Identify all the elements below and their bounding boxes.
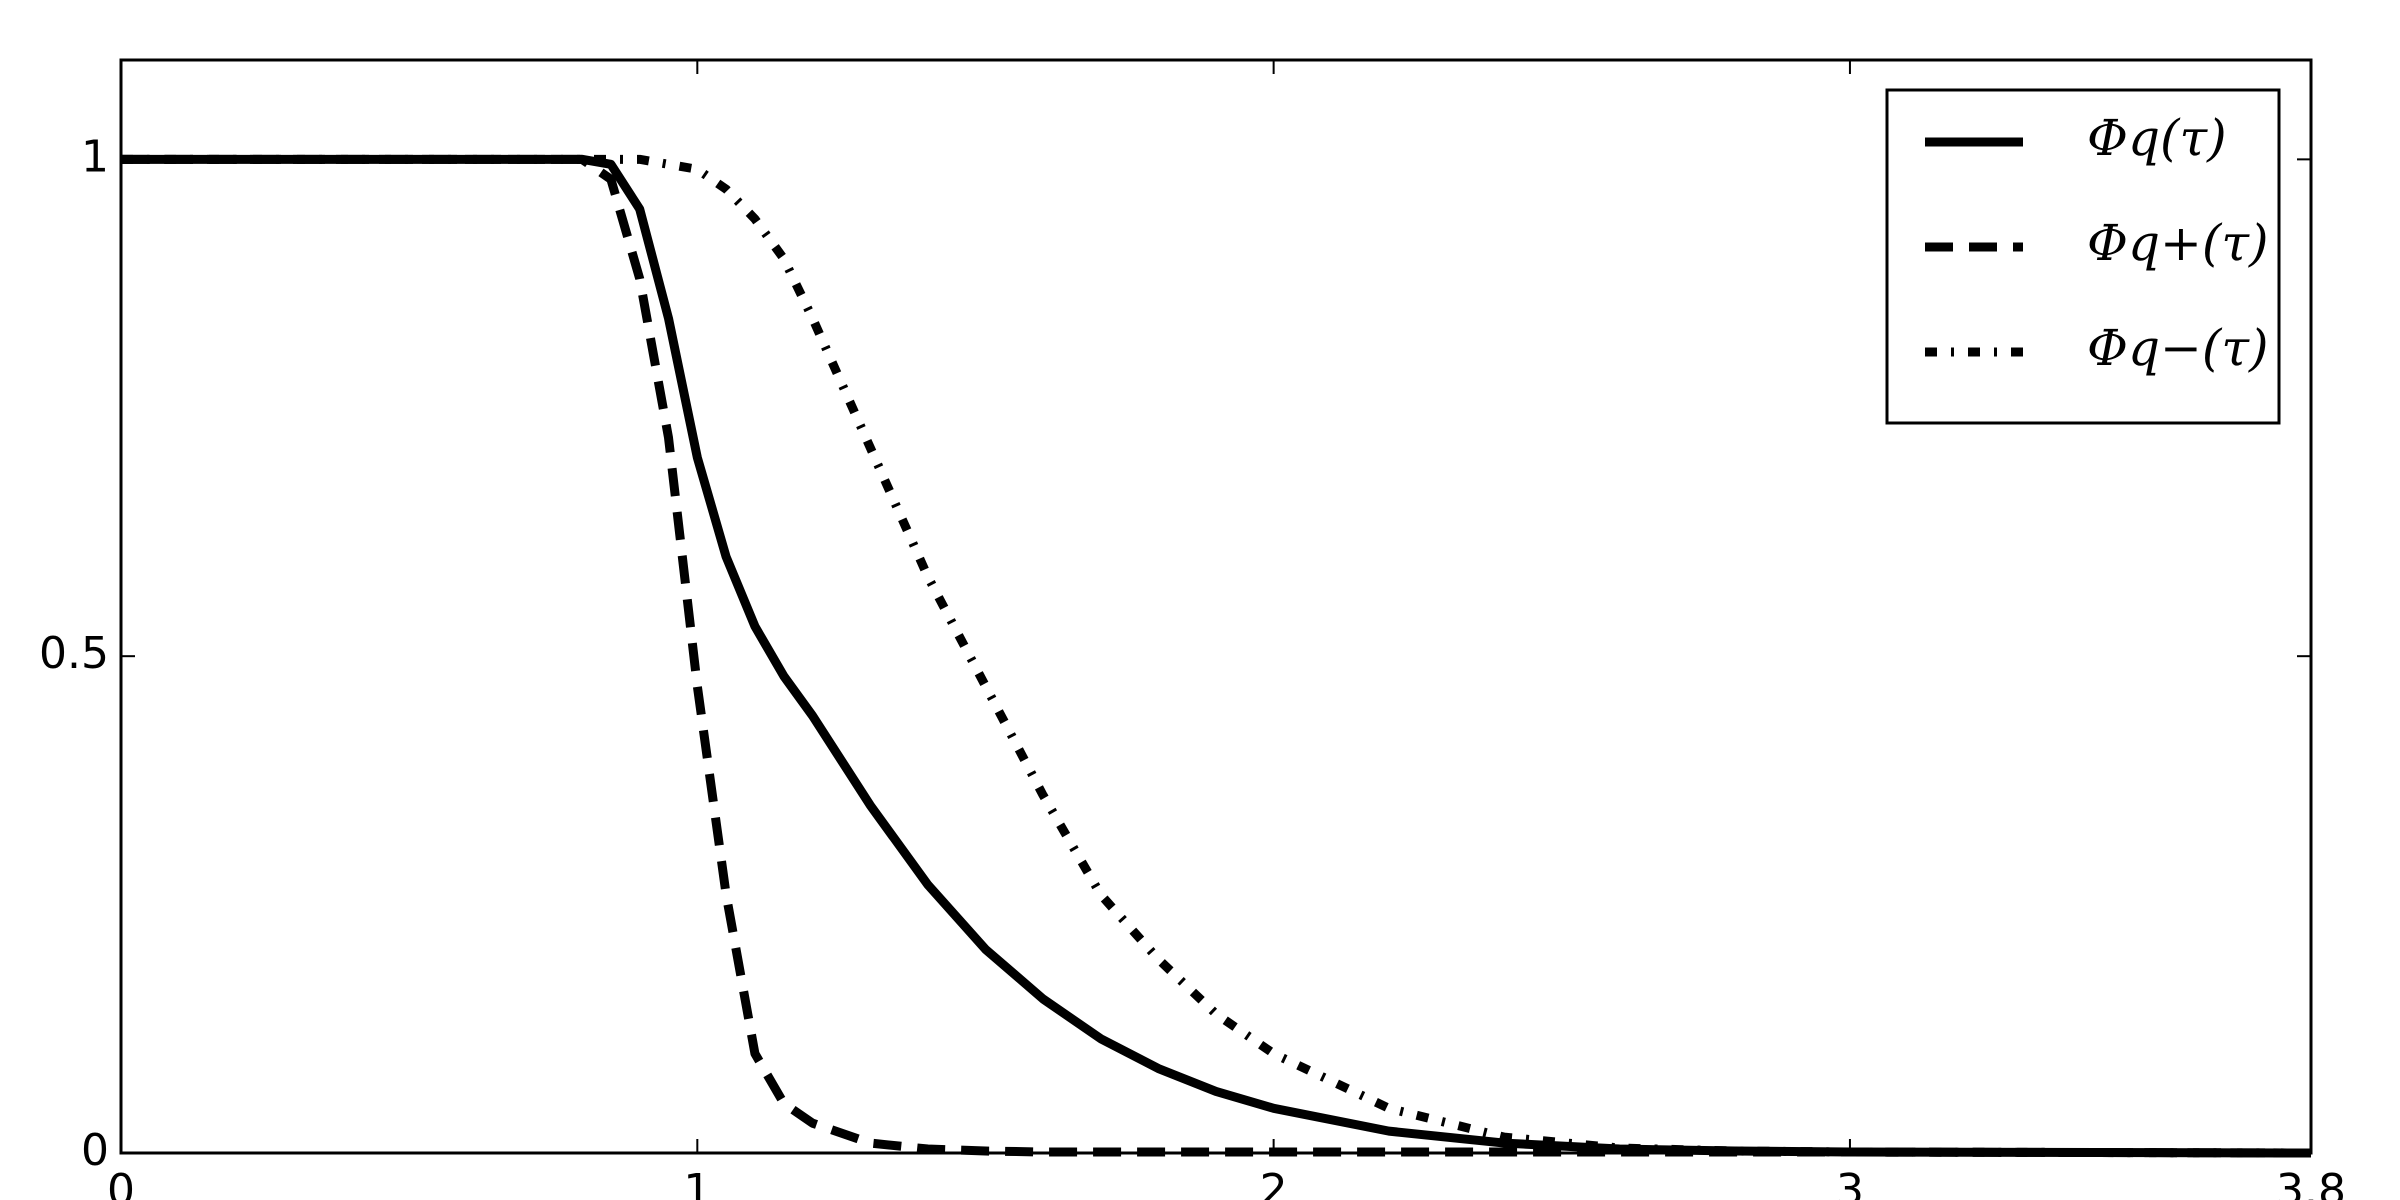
legend-label: Φq−(τ) [2087, 319, 2269, 377]
x-tick-label: 3 [1836, 1165, 1864, 1200]
line-series [121, 154, 2312, 1158]
x-tick-label: 3.8 [2276, 1165, 2346, 1200]
x-tick-label: 1 [683, 1165, 711, 1200]
x-tick-label: 0 [107, 1165, 135, 1200]
legend-label: Φq(τ) [2087, 109, 2227, 167]
y-tick-label: 1 [81, 131, 109, 182]
plot-frame [119, 58, 2313, 1155]
line-series [121, 154, 2312, 1158]
legend-label: Φq+(τ) [2087, 214, 2269, 272]
x-tick-label: 2 [1260, 1165, 1288, 1200]
legend: Φq(τ) Φq+(τ) Φq−(τ) [1885, 88, 2281, 425]
y-tick-label: 0 [81, 1125, 109, 1176]
y-tick-label: 0.5 [39, 628, 109, 679]
